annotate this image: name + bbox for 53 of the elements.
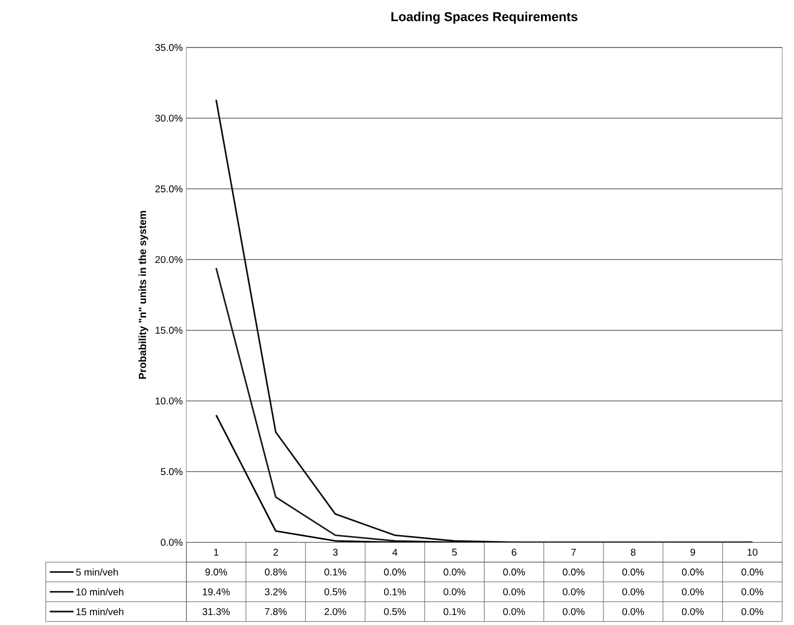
data-label: 0.0% bbox=[741, 568, 764, 576]
y-tick-label: 20.0% bbox=[155, 256, 183, 263]
data-label: 0.0% bbox=[503, 588, 525, 596]
x-tick-label: 1 bbox=[214, 548, 218, 556]
data-label: 0.0% bbox=[444, 588, 466, 596]
x-tick-label: 7 bbox=[571, 548, 576, 556]
data-label: 0.0% bbox=[503, 608, 525, 615]
y-tick-label: 10.0% bbox=[156, 397, 183, 404]
data-label: 2.0% bbox=[324, 608, 346, 615]
x-tick-label: 3 bbox=[332, 548, 338, 556]
data-label: 0.0% bbox=[562, 588, 585, 596]
x-tick-label: 8 bbox=[630, 548, 636, 556]
data-label: 0.0% bbox=[622, 588, 644, 596]
data-label: 0.0% bbox=[682, 588, 704, 596]
data-label: 0.8% bbox=[264, 568, 287, 576]
data-label: 0.1% bbox=[384, 588, 406, 596]
data-label: 3.2% bbox=[264, 588, 287, 596]
chart-title: Loading Spaces Requirements bbox=[391, 12, 578, 24]
data-label: 7.8% bbox=[265, 608, 287, 615]
x-tick-label: 5 bbox=[452, 548, 457, 556]
data-label: 0.0% bbox=[682, 568, 704, 576]
data-label: 0.5% bbox=[384, 608, 406, 615]
y-tick-label: 15.0% bbox=[156, 326, 183, 334]
data-label: 0.0% bbox=[562, 568, 585, 576]
x-tick-label: 4 bbox=[392, 548, 398, 556]
legend-label: 15 min/veh bbox=[76, 608, 124, 615]
y-tick-label: 25.0% bbox=[155, 185, 183, 192]
data-label: 19.4% bbox=[202, 588, 230, 596]
data-label: 0.0% bbox=[562, 608, 585, 615]
legend-label: 10 min/veh bbox=[76, 588, 124, 596]
data-label: 0.0% bbox=[503, 568, 525, 576]
data-label: 0.0% bbox=[622, 568, 644, 576]
data-label: 0.0% bbox=[682, 608, 704, 615]
y-tick-label: 35.0% bbox=[155, 44, 183, 51]
y-axis-title: Probability "n" units in the system bbox=[138, 210, 148, 379]
x-tick-label: 9 bbox=[690, 548, 696, 556]
data-label: 0.0% bbox=[384, 568, 406, 576]
data-label: 0.0% bbox=[622, 608, 644, 615]
y-tick-label: 0.0% bbox=[160, 538, 183, 546]
y-tick-label: 5.0% bbox=[160, 468, 183, 475]
data-label: 0.1% bbox=[444, 608, 466, 615]
data-label: 0.1% bbox=[324, 568, 346, 576]
data-label: 9.0% bbox=[205, 568, 228, 576]
y-tick-label: 30.0% bbox=[155, 114, 183, 122]
data-label: 0.0% bbox=[741, 608, 764, 615]
legend-label: 5 min/veh bbox=[76, 568, 118, 576]
x-tick-label: 6 bbox=[512, 548, 516, 556]
data-label: 0.0% bbox=[444, 568, 466, 576]
x-tick-label: 2 bbox=[273, 548, 278, 556]
x-tick-label: 10 bbox=[748, 548, 758, 556]
data-label: 0.0% bbox=[741, 588, 764, 596]
data-label: 0.5% bbox=[324, 588, 346, 596]
data-label: 31.3% bbox=[202, 608, 230, 615]
